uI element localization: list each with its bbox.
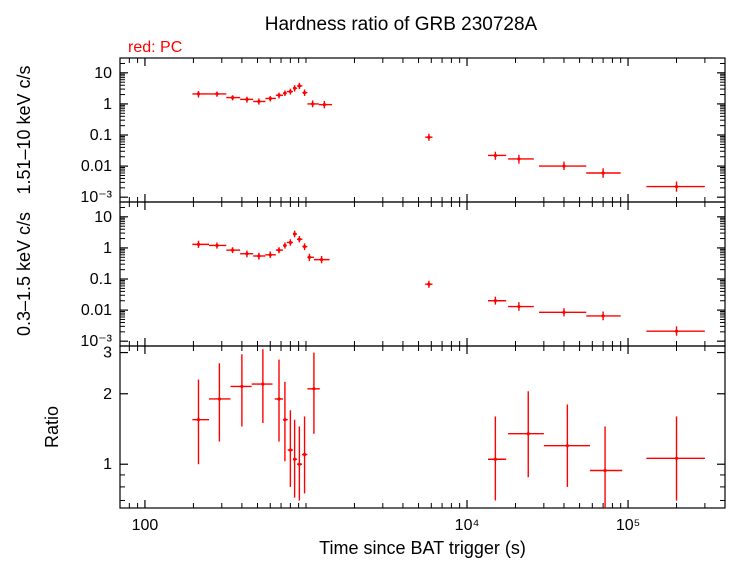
y-tick-label: 3	[103, 345, 112, 362]
y-axis-label-hard: 1.51–10 keV c/s	[14, 65, 34, 194]
y-axis-label-soft: 0.3–1.5 keV c/s	[14, 212, 34, 336]
y-tick-label: 10	[94, 65, 112, 82]
hardness-ratio-chart: Hardness ratio of GRB 230728A red: PC 10⁻³…	[0, 0, 742, 566]
x-tick-label: 10⁴	[455, 517, 480, 534]
y-tick-label: 1	[103, 240, 112, 257]
y-tick-label: 1	[103, 96, 112, 113]
chart-title: Hardness ratio of GRB 230728A	[265, 14, 538, 35]
y-tick-label: 0.1	[90, 271, 112, 288]
y-tick-label: 0.1	[90, 127, 112, 144]
y-tick-label: 2	[103, 386, 112, 403]
y-tick-label: 1	[103, 456, 112, 473]
legend-annotation: red: PC	[128, 39, 182, 56]
y-tick-label: 0.01	[81, 158, 112, 175]
y-tick-label: 10	[94, 209, 112, 226]
x-tick-label: 100	[132, 517, 159, 534]
x-axis-label: Time since BAT trigger (s)	[319, 538, 526, 558]
y-tick-label: 0.01	[81, 302, 112, 319]
y-axis-label-ratio: Ratio	[42, 406, 62, 448]
x-tick-label: 10⁵	[616, 517, 640, 534]
y-tick-label: 10⁻³	[80, 189, 112, 206]
